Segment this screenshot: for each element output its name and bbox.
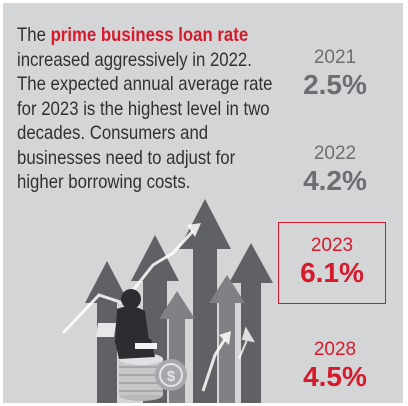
rate-year: 2022 [313,143,357,164]
rate-year: 2023 [310,235,354,256]
svg-text:$: $ [167,368,176,385]
person-with-laptop-illustration [96,289,157,359]
rate-value: 4.5% [303,361,367,392]
arrow-head [219,331,231,345]
arrow-shape [179,199,231,403]
dollar-coin-icon: $ [155,359,187,391]
rising-arrows-illustration: $ [61,199,273,403]
coin-stack-icon [119,353,163,401]
intro-lead: The [17,24,51,46]
arrow-head [187,223,201,237]
rate-value: 4.2% [303,165,367,196]
intro-highlight: prime business loan rate [50,24,249,46]
trend-line [61,229,195,335]
rate-value: 2.5% [303,69,367,100]
arrow-shape [159,291,195,403]
arrow-head [241,326,255,343]
rate-value: 6.1% [300,257,364,288]
intro-body: increased aggressively in 2022. The expe… [17,48,273,194]
arrow-shape [229,243,273,403]
infographic-panel: $ The prime business loan rate increased… [3,3,403,403]
trend-line [201,338,227,392]
rate-2023-highlight-box: 2023 6.1% [278,222,386,304]
rate-2022: 2022 4.2% [287,143,383,197]
rate-2021: 2021 2.5% [287,47,383,101]
intro-paragraph: The prime business loan rate increased a… [17,23,275,195]
rate-year: 2028 [313,339,357,360]
rate-2028: 2028 4.5% [287,339,383,393]
rate-year: 2021 [313,47,357,68]
